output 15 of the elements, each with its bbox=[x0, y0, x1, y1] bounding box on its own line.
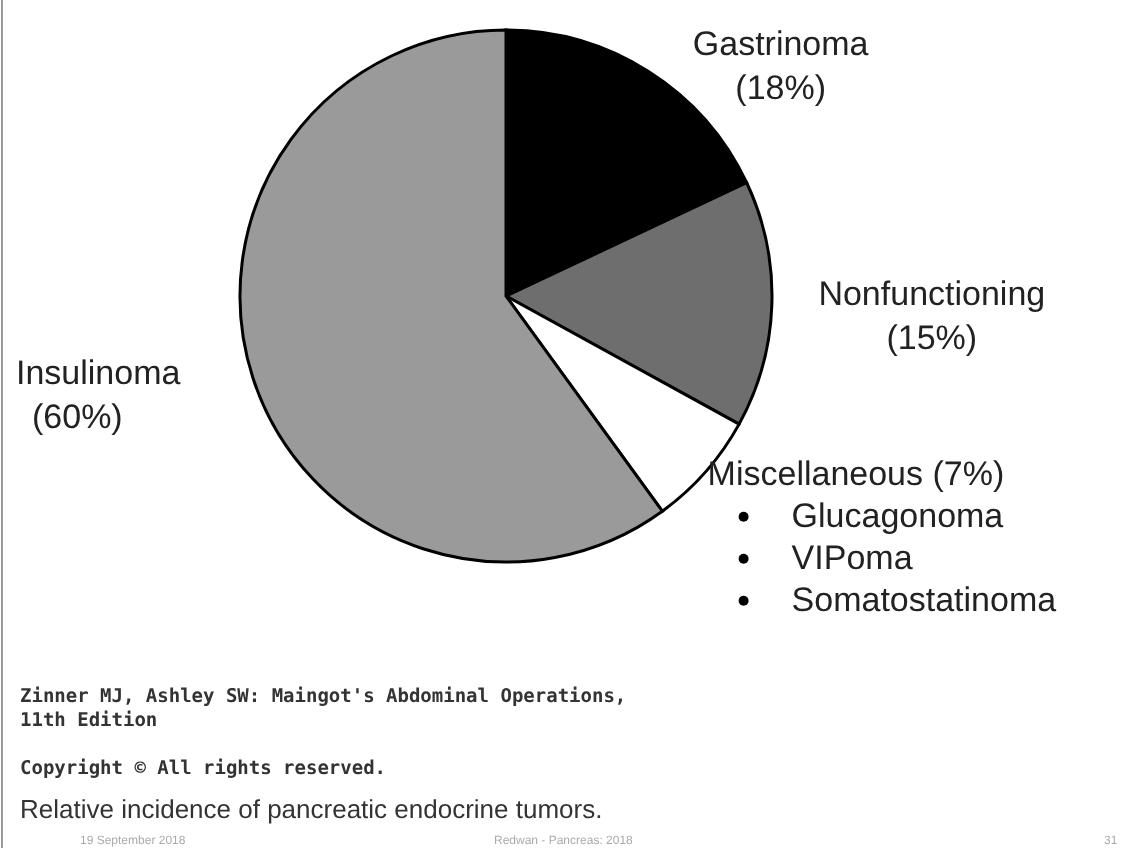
slice-label: Gastrinoma bbox=[692, 24, 870, 63]
text: VIPoma bbox=[791, 538, 914, 577]
data-label: (7%) bbox=[932, 454, 1005, 493]
slice-label: Miscellaneous bbox=[707, 454, 924, 493]
text: Zinner MJ, Ashley SW: Maingot's Abdominal Operations, bbox=[20, 686, 627, 708]
text: Relative incidence of pancreatic endocrine tumors. bbox=[20, 794, 603, 824]
data-label: (60%) bbox=[32, 398, 123, 437]
text: Glucagonoma bbox=[791, 496, 1005, 535]
text: 11th Edition bbox=[20, 710, 158, 732]
text: Copyright © All rights reserved. bbox=[20, 758, 387, 780]
slice-label: Nonfunctioning bbox=[818, 274, 1046, 313]
slice-label: Insulinoma bbox=[16, 354, 182, 393]
data-label: (18%) bbox=[735, 68, 827, 107]
text: Somatostatinoma bbox=[791, 580, 1058, 619]
data-label: (15%) bbox=[886, 318, 978, 357]
